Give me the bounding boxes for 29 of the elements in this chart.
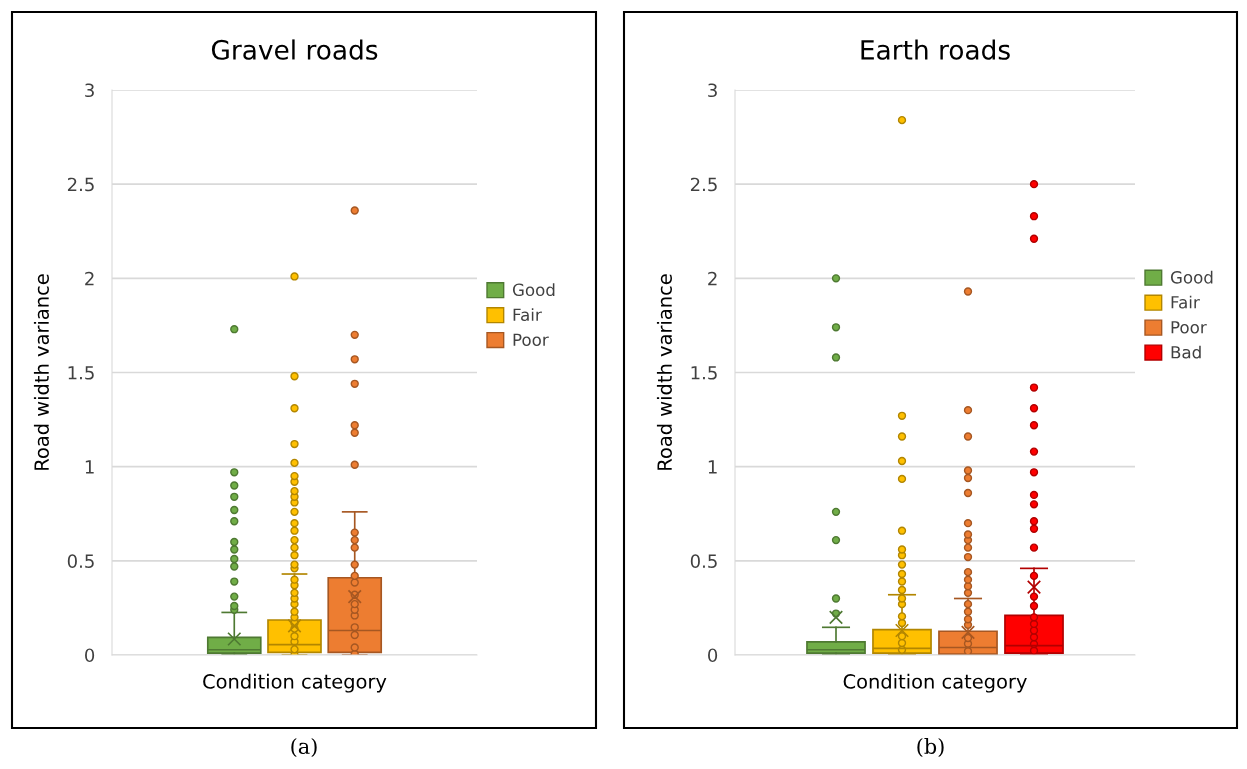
y-tick-label: 1 — [708, 460, 717, 474]
chart-title: Gravel roads — [211, 39, 378, 60]
y-tick-label: 2.5 — [690, 177, 717, 192]
text: (b) — [917, 737, 944, 757]
y-tick-label: 0 — [85, 648, 95, 663]
legend-label: Poor — [513, 333, 549, 347]
y-tick-label: 2.5 — [67, 177, 94, 192]
x-axis-title: Condition category — [843, 673, 1027, 693]
legend-label: Good — [512, 283, 555, 297]
legend-label: Bad — [1171, 345, 1201, 359]
y-tick-label: 2 — [708, 271, 717, 286]
text: (a) — [291, 737, 317, 757]
y-tick-label: 0.5 — [67, 554, 94, 568]
y-tick-label: 3 — [85, 83, 94, 98]
legend-label: Poor — [1171, 321, 1207, 334]
y-tick-label: 1.5 — [691, 366, 717, 380]
y-tick-label: 3 — [708, 83, 717, 98]
y-tick-label: 2 — [85, 271, 94, 286]
y-tick-label: 1.5 — [68, 366, 94, 380]
y-tick-label: 0 — [708, 648, 718, 663]
chart-title: Earth roads — [861, 39, 1010, 60]
y-tick-label: 0.5 — [690, 554, 717, 568]
y-axis-title: Road width variance — [33, 274, 49, 470]
legend-label: Fair — [513, 308, 542, 322]
x-axis-title: Condition category — [203, 673, 387, 693]
legend-label: Good — [1170, 270, 1213, 284]
legend-label: Fair — [1171, 295, 1200, 309]
y-tick-label: 1 — [85, 460, 94, 474]
y-axis-title: Road width variance — [656, 274, 672, 470]
